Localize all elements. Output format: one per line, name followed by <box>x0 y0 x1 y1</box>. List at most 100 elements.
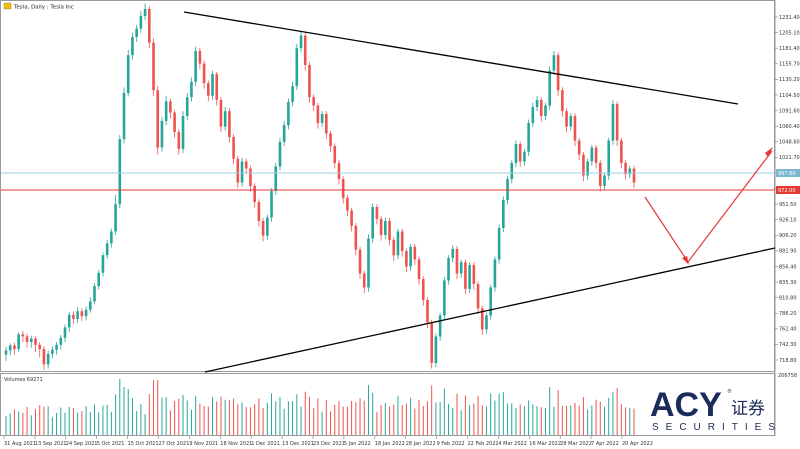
candle-body <box>464 262 467 289</box>
price-tick-label: 1181.40 <box>779 46 800 52</box>
candle-body <box>514 144 518 163</box>
candle-body <box>240 161 244 183</box>
candle-body <box>211 74 214 96</box>
candle-body <box>544 105 547 117</box>
candle-body <box>25 336 29 343</box>
candle-body <box>624 162 627 175</box>
candle-body <box>531 106 535 124</box>
candle-body <box>38 344 42 350</box>
candle-body <box>147 8 151 43</box>
candle-body <box>417 259 421 280</box>
time-tick-label: 9 Nov 2021 <box>189 441 218 447</box>
candle-body <box>480 308 484 330</box>
candle-body <box>13 345 16 350</box>
candle-body <box>510 162 514 180</box>
price-tick-label: 1021.70 <box>779 155 800 161</box>
time-tick-label: 9 Feb 2022 <box>437 441 465 447</box>
candle-body <box>244 161 248 169</box>
candle-body <box>476 283 480 309</box>
candle-body <box>620 140 623 163</box>
current-price-tag-label: 997.80 <box>778 171 796 177</box>
candle-body <box>181 116 185 149</box>
candle-body <box>573 116 577 141</box>
candle-body <box>169 101 172 113</box>
support-price-tag <box>776 186 800 194</box>
time-tick-label: 24 Sep 2021 <box>66 441 98 447</box>
candle-body <box>451 248 455 259</box>
time-tick-label: 31 Aug 2021 <box>4 441 36 447</box>
candle-body <box>126 55 130 93</box>
candle-body <box>615 104 619 141</box>
arrow-head-up <box>765 147 773 157</box>
candle-body <box>282 125 286 142</box>
candle-body <box>21 334 25 337</box>
candle-body <box>17 334 20 350</box>
candle-body <box>139 15 143 29</box>
candle-body <box>55 344 58 350</box>
volume-max-label: 206758 <box>778 373 797 379</box>
time-tick-label: 20 Apr 2022 <box>622 441 653 447</box>
candle-body <box>190 81 193 98</box>
acy-logo: ACY ® 证券 SECURITIES <box>650 386 782 433</box>
candle-body <box>384 220 387 235</box>
candle-body <box>628 168 632 175</box>
candle-body <box>523 151 526 162</box>
time-tick-label: 1 Dec 2021 <box>251 441 280 447</box>
price-tick-label: 1091.60 <box>779 108 800 114</box>
candle-body <box>320 113 324 124</box>
candle-body <box>202 63 206 84</box>
candle-body <box>46 353 50 365</box>
candle-body <box>97 272 101 287</box>
time-tick-label: 28 Mar 2022 <box>560 441 592 447</box>
candle-body <box>232 137 235 159</box>
time-tick-label: 13 Dec 2021 <box>282 441 314 447</box>
logo-subtitle: SECURITIES <box>652 422 782 433</box>
candle-body <box>257 202 261 221</box>
price-tick-label: 1060.40 <box>779 124 800 130</box>
candle-body <box>556 55 560 91</box>
candle-body <box>101 255 105 273</box>
candle-body <box>4 350 8 355</box>
chart-symbol-label: Tesla, Daily : Tesla Inc <box>13 5 74 11</box>
candle-body <box>502 199 505 228</box>
candle-body <box>59 337 63 345</box>
symbol-flag <box>3 2 12 10</box>
candle-body <box>8 345 12 351</box>
projection-arrows <box>644 150 773 264</box>
candle-body <box>375 206 379 219</box>
time-tick-label: 13 Sep 2021 <box>35 441 67 447</box>
time-tick-label: 5 Oct 2021 <box>97 441 125 447</box>
candle-body <box>114 204 117 232</box>
candle-body <box>278 141 282 167</box>
candle-body <box>548 70 552 106</box>
candle-body <box>236 158 240 183</box>
time-tick-label: 5 Jan 2022 <box>344 441 371 447</box>
candle-body <box>362 273 366 288</box>
candle-body <box>42 349 46 365</box>
price-tick-label: 1104.50 <box>779 93 800 99</box>
time-tick-label: 23 Dec 2021 <box>313 441 345 447</box>
candle-body <box>156 90 160 148</box>
candle-body <box>291 85 294 103</box>
candle-body <box>329 133 332 147</box>
candle-body <box>561 90 564 112</box>
price-tick-label: 1231.40 <box>779 15 800 21</box>
candle-body <box>316 105 320 124</box>
candle-body <box>539 99 543 117</box>
candle-body <box>261 220 265 236</box>
candle-body <box>249 168 252 186</box>
candle-body <box>400 231 404 252</box>
candle-body <box>586 161 589 176</box>
candle-body <box>506 179 509 200</box>
candle-body <box>443 280 446 316</box>
candle-body <box>337 162 341 180</box>
candle-body <box>430 322 433 364</box>
candle-body <box>358 249 362 274</box>
current-price-tag <box>776 169 800 177</box>
candle-body <box>84 309 88 317</box>
candle-body <box>371 206 374 239</box>
time-tick-label: 28 Jan 2022 <box>406 441 436 447</box>
candle-body <box>194 50 197 82</box>
price-tick-label: 762.40 <box>779 327 797 333</box>
price-tick-label: 926.10 <box>779 217 797 223</box>
